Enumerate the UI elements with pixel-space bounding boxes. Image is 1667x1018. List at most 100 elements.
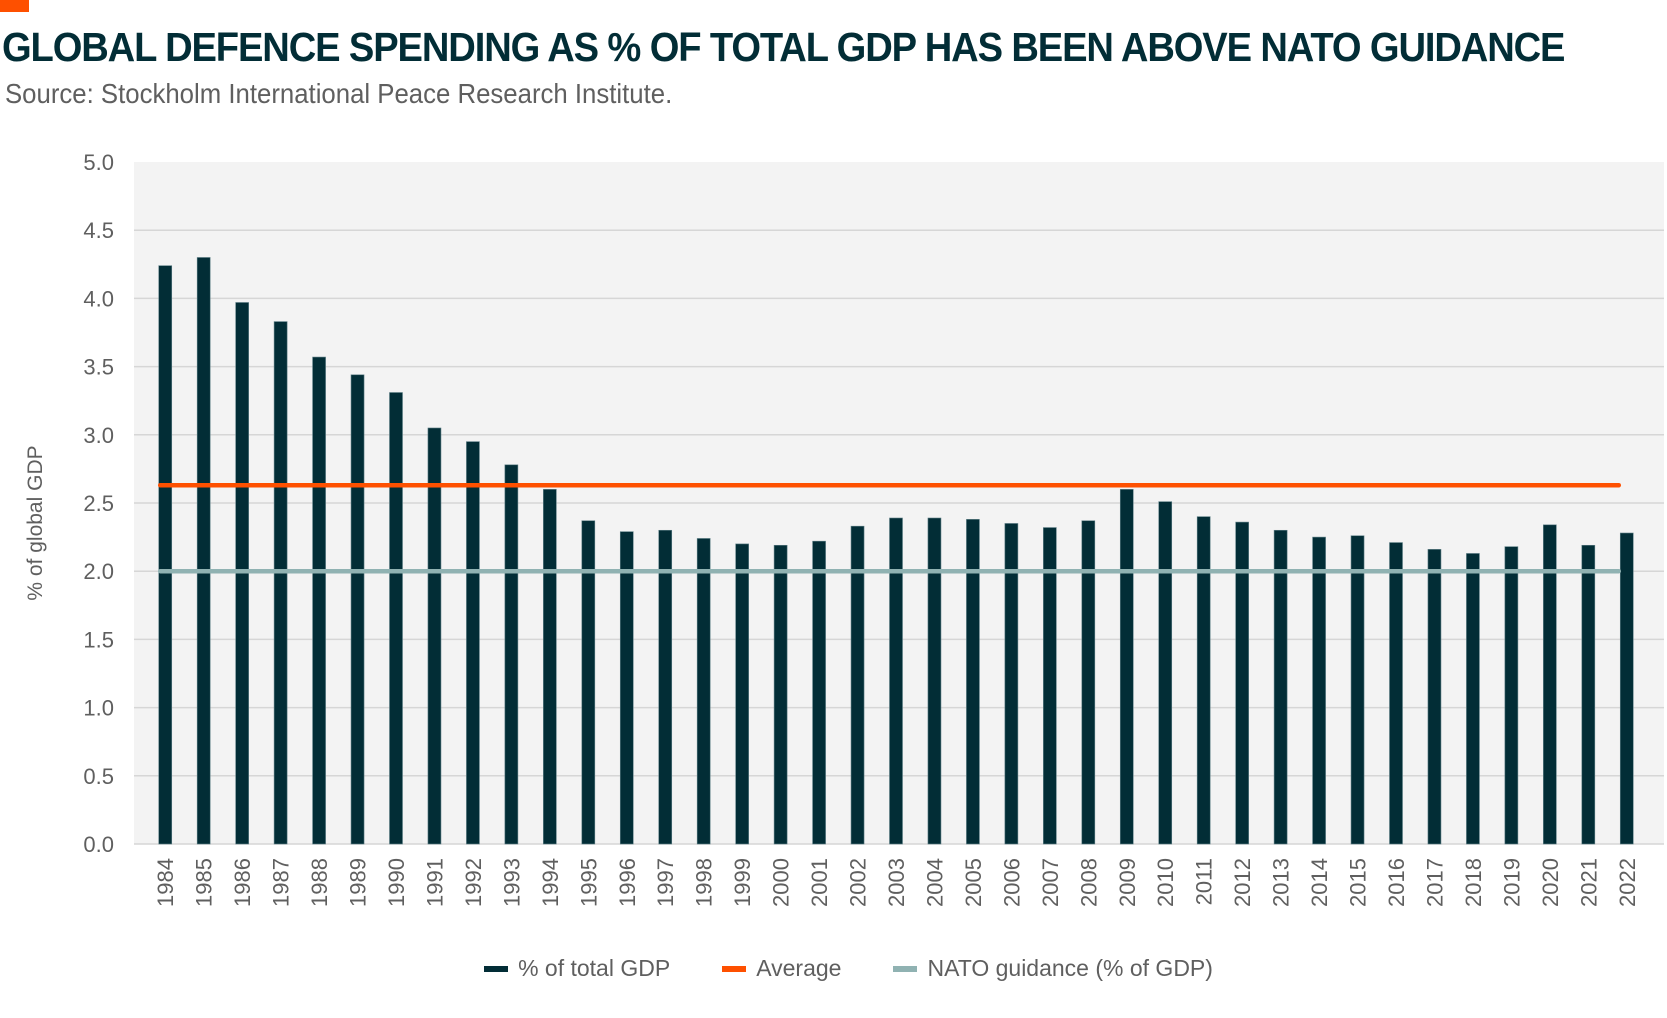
- bar: [1427, 549, 1442, 845]
- bar: [966, 519, 980, 845]
- x-tick-label: 1998: [692, 858, 717, 907]
- bar: [1158, 501, 1173, 845]
- legend-label: % of total GDP: [518, 955, 671, 981]
- bar: [389, 392, 403, 845]
- bar: [1235, 521, 1249, 845]
- bar: [1389, 542, 1403, 845]
- bar: [1350, 535, 1365, 845]
- legend-swatch-bar: [484, 965, 509, 972]
- y-tick-label: 2.5: [83, 491, 114, 516]
- x-tick-label: 2001: [807, 858, 832, 907]
- x-tick-label: 1988: [307, 858, 332, 907]
- x-tick-label: 2000: [769, 858, 794, 907]
- x-tick-label: 2010: [1153, 858, 1178, 907]
- x-tick-label: 1997: [653, 858, 678, 907]
- x-tick-label: 2017: [1422, 858, 1447, 907]
- x-tick-label: 2007: [1038, 858, 1063, 907]
- y-tick-label: 4.5: [83, 218, 114, 243]
- x-tick-label: 2019: [1499, 858, 1524, 907]
- bar: [466, 441, 480, 845]
- reference-lines: [157, 483, 1622, 574]
- legend-item-nato: NATO guidance (% of GDP): [893, 955, 1213, 982]
- bar: [1081, 520, 1096, 845]
- x-tick-label: 2004: [922, 858, 947, 907]
- y-tick-label: 4.0: [83, 286, 114, 311]
- x-tick-label: 2014: [1307, 858, 1332, 907]
- bar: [504, 464, 519, 845]
- x-tick-label: 1994: [538, 858, 563, 907]
- bar: [658, 529, 673, 845]
- chart-source: Source: Stockholm International Peace Re…: [5, 78, 673, 109]
- bar: [158, 265, 173, 845]
- chart-title: GLOBAL DEFENCE SPENDING AS % OF TOTAL GD…: [2, 24, 1565, 70]
- x-tick-label: 2003: [884, 858, 909, 907]
- y-axis-ticks: 0.0 0.5 1.0 1.5 2.0 2.5 3.0 3.5 4.0 4.5 5.0: [83, 150, 114, 857]
- x-tick-label: 2022: [1615, 858, 1640, 907]
- legend-label: Average: [756, 955, 842, 981]
- y-tick-label: 1.0: [83, 696, 114, 721]
- x-axis-ticks: 1984 1985 1986 1987 1988 1989 1990 1991 1992 1993…: [153, 858, 1640, 907]
- x-tick-label: 2013: [1269, 858, 1294, 907]
- x-tick-label: 2016: [1384, 858, 1409, 907]
- legend-item-average: Average: [722, 955, 841, 982]
- x-tick-label: 2005: [961, 858, 986, 907]
- x-tick-label: 2021: [1576, 858, 1601, 907]
- y-tick-label: 3.0: [83, 423, 114, 448]
- bar: [196, 257, 211, 845]
- bar: [1119, 489, 1134, 845]
- legend-swatch-nato: [893, 965, 918, 972]
- legend-label: NATO guidance (% of GDP): [927, 955, 1213, 981]
- bar: [1466, 553, 1480, 845]
- bar: [1273, 529, 1288, 845]
- bar: [889, 517, 903, 845]
- x-tick-label: 2012: [1230, 858, 1255, 907]
- x-tick-label: 2006: [999, 858, 1024, 907]
- bar: [1504, 546, 1519, 845]
- bar: [735, 543, 749, 845]
- y-tick-label: 3.5: [83, 355, 114, 380]
- x-tick-label: 2009: [1115, 858, 1140, 907]
- bar-chart: 0.00.51.01.52.02.53.03.54.04.55.0 1984 19…: [24, 150, 1664, 907]
- x-tick-label: 2020: [1538, 858, 1563, 907]
- x-tick-label: 1992: [461, 858, 486, 907]
- x-tick-label: 2015: [1346, 858, 1371, 907]
- x-tick-label: 1990: [384, 858, 409, 907]
- y-tick-label: 0.5: [83, 764, 114, 789]
- x-tick-label: 1993: [499, 858, 524, 907]
- bar: [312, 356, 326, 845]
- x-tick-label: 1996: [615, 858, 640, 907]
- x-tick-label: 1984: [153, 858, 178, 907]
- bar: [427, 427, 442, 845]
- bar: [1581, 544, 1596, 845]
- bar: [1543, 524, 1557, 845]
- y-tick-label: 5.0: [83, 150, 114, 175]
- bar: [581, 520, 596, 845]
- bar: [927, 517, 942, 845]
- legend-swatch-average: [722, 965, 747, 972]
- bar: [1619, 532, 1634, 845]
- accent-bar: [0, 0, 29, 12]
- x-tick-label: 1995: [576, 858, 601, 907]
- x-tick-label: 1989: [346, 858, 371, 907]
- y-tick-label: 1.5: [83, 627, 114, 652]
- bar: [543, 489, 557, 845]
- x-tick-label: 2002: [846, 858, 871, 907]
- bar: [1196, 516, 1211, 845]
- legend: % of total GDP Average NATO guidance (% …: [0, 955, 1667, 982]
- x-tick-label: 1987: [269, 858, 294, 907]
- legend-item-gdp: % of total GDP: [484, 955, 670, 982]
- x-tick-label: 1985: [192, 858, 217, 907]
- x-tick-label: 1999: [730, 858, 755, 907]
- bar: [850, 525, 865, 845]
- x-tick-label: 1986: [230, 858, 255, 907]
- x-tick-label: 1991: [422, 858, 447, 907]
- bar: [1043, 527, 1057, 845]
- y-tick-label: 2.0: [83, 559, 114, 584]
- bars: [158, 257, 1634, 845]
- bar: [773, 544, 788, 845]
- x-tick-label: 2018: [1461, 858, 1486, 907]
- bar: [619, 531, 634, 845]
- bar: [1312, 536, 1326, 845]
- bar: [696, 538, 711, 845]
- bar: [812, 540, 826, 845]
